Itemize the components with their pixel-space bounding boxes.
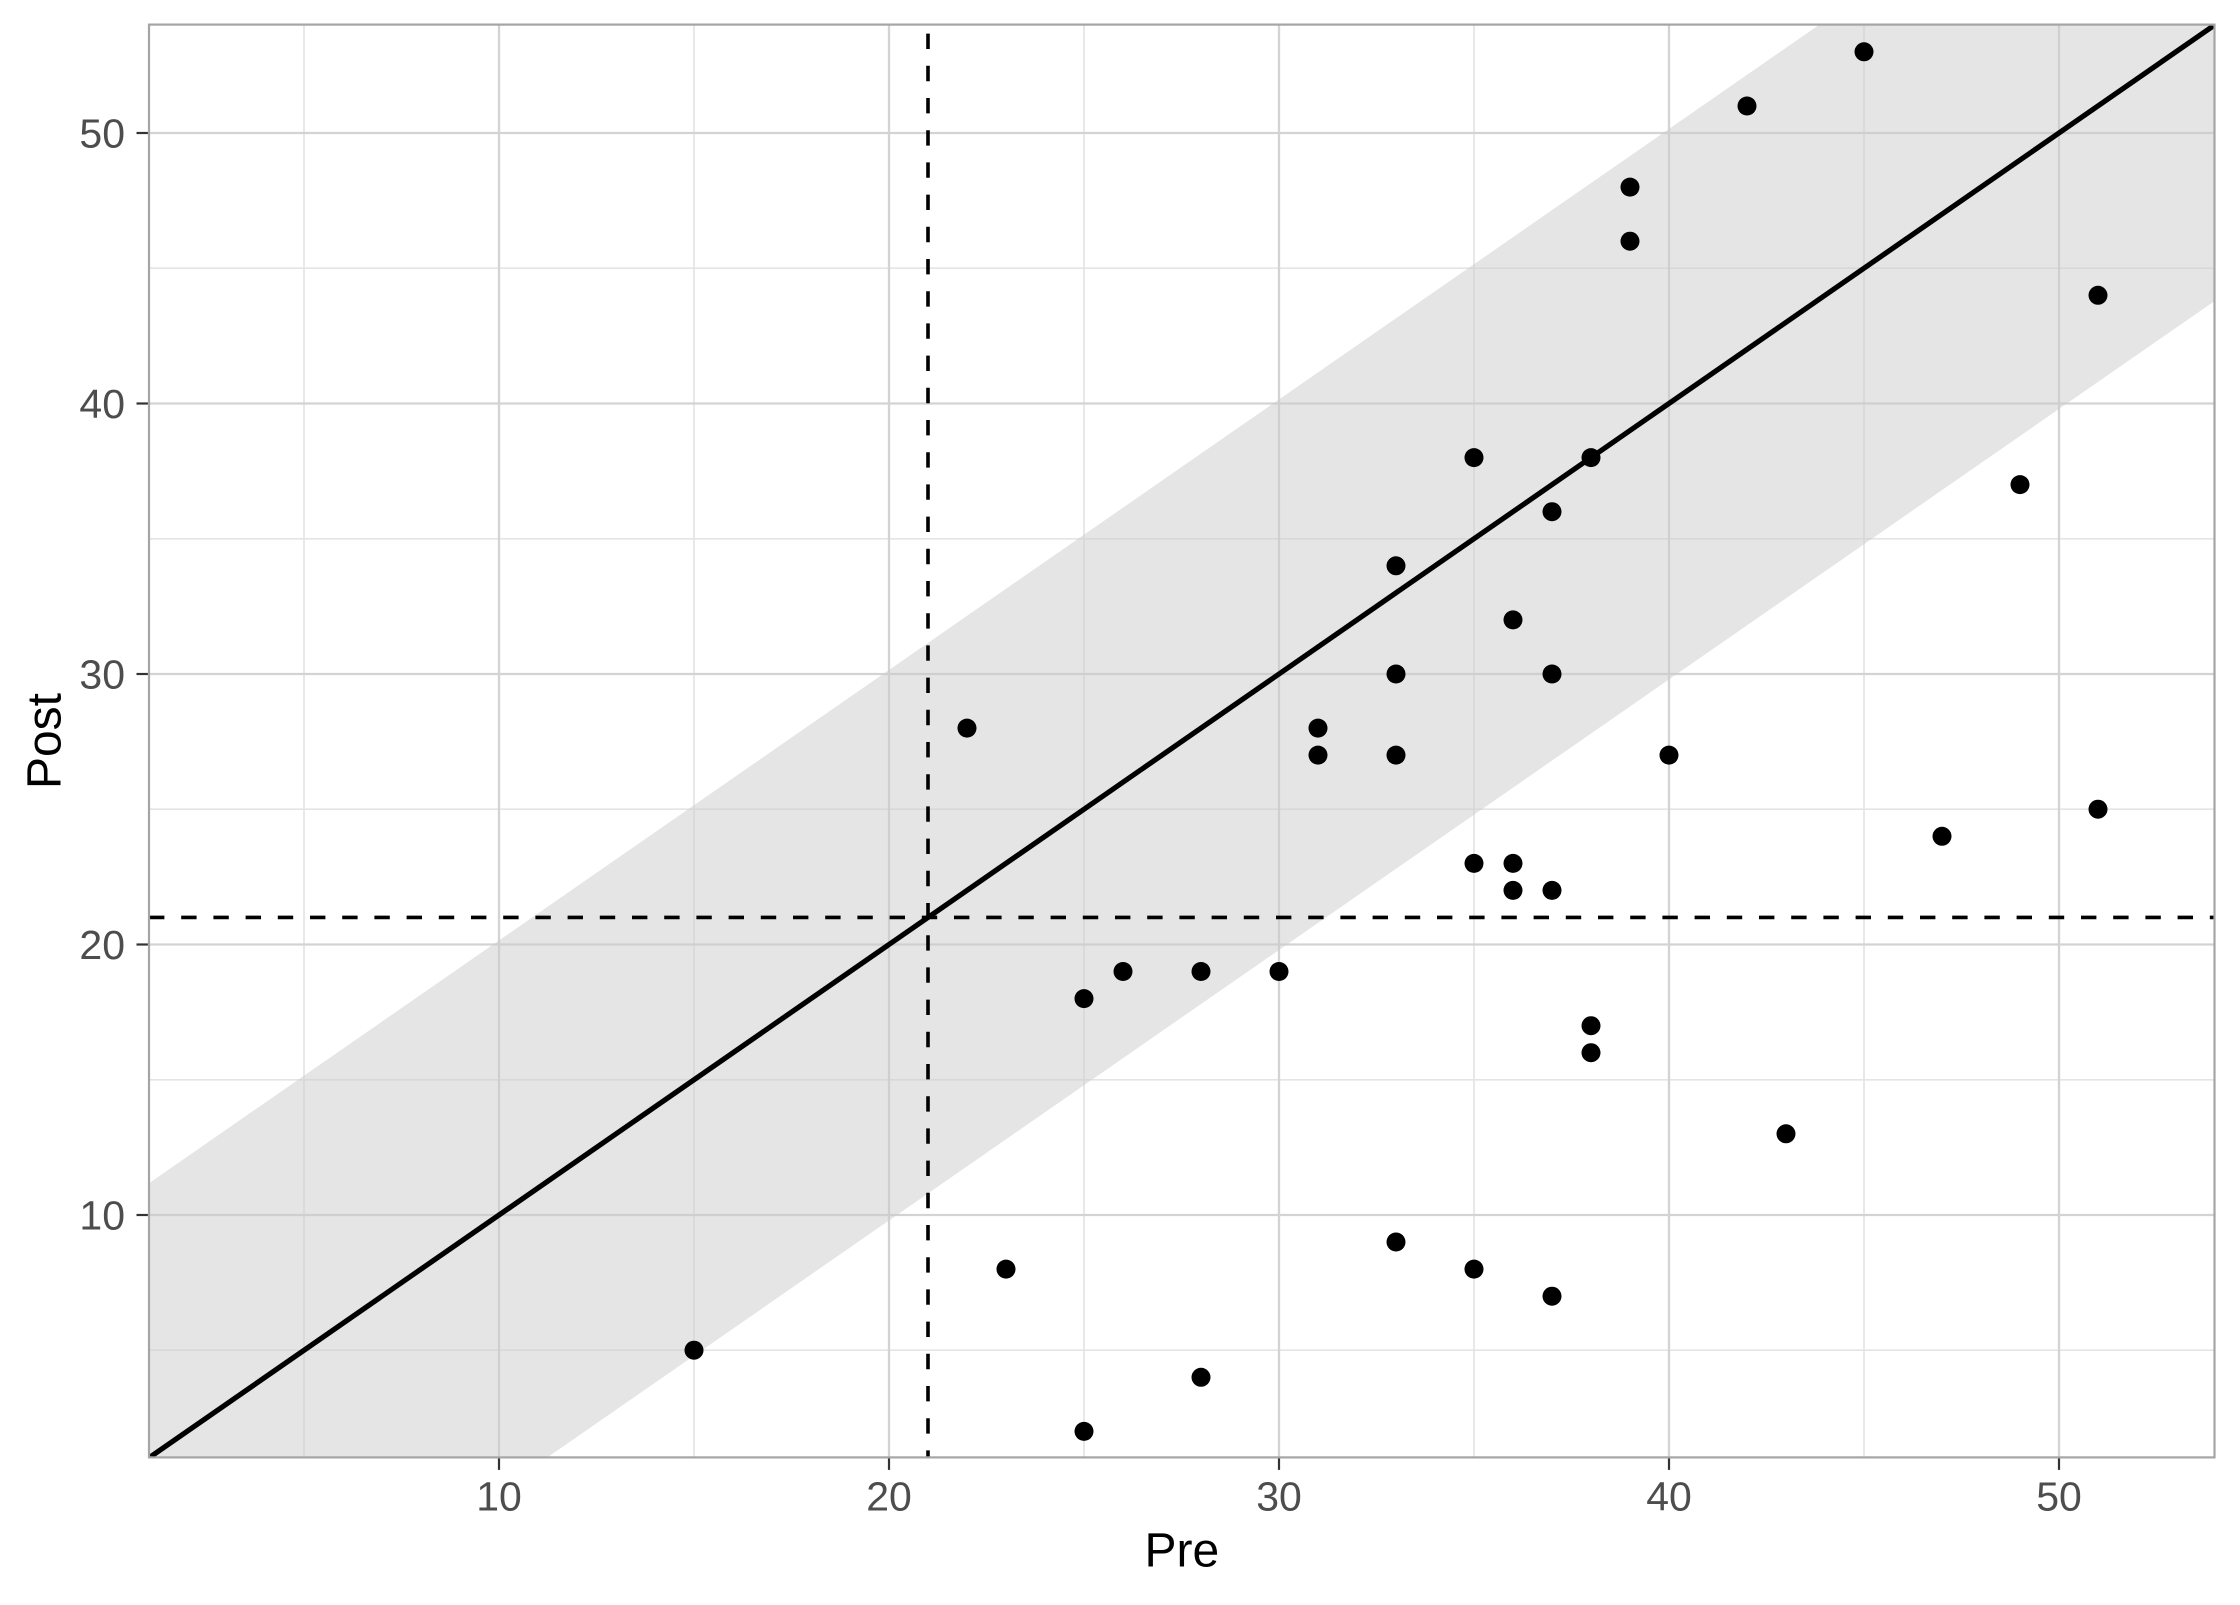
svg-text:Post: Post (18, 693, 71, 789)
svg-text:Pre: Pre (1144, 1525, 1219, 1578)
svg-text:10: 10 (79, 1193, 125, 1239)
svg-text:50: 50 (79, 111, 125, 157)
svg-text:10: 10 (476, 1474, 522, 1520)
svg-text:20: 20 (79, 922, 125, 968)
svg-text:30: 30 (1256, 1474, 1302, 1520)
svg-text:40: 40 (79, 381, 125, 427)
svg-text:40: 40 (1646, 1474, 1692, 1520)
svg-text:20: 20 (866, 1474, 912, 1520)
svg-text:30: 30 (79, 652, 125, 698)
svg-text:50: 50 (2036, 1474, 2082, 1520)
